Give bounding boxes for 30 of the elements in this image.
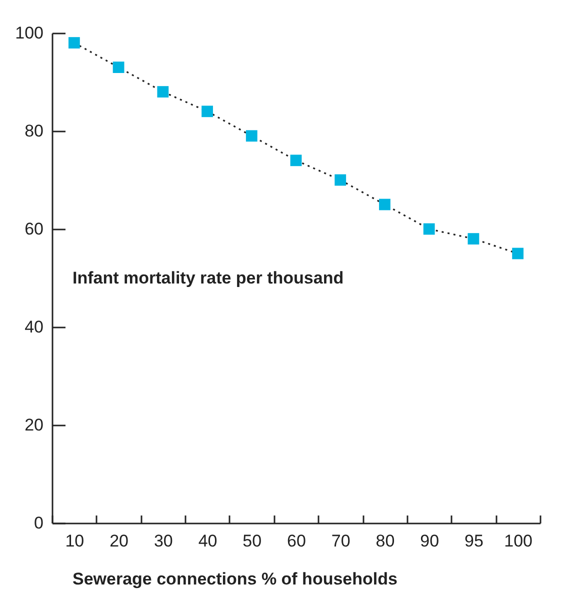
x-tick-label: 70 (331, 532, 350, 550)
point (423, 223, 435, 235)
point (202, 106, 213, 118)
x-tick-label: 20 (110, 532, 129, 550)
y-tick-label: 100 (15, 24, 44, 42)
x-tick-label: 30 (154, 532, 173, 550)
x-tick-label: 80 (376, 532, 395, 550)
y-axis-title: Infant mortality rate per thousand (72, 268, 344, 288)
x-tick-label: 95 (464, 532, 484, 550)
x-tick-label: 100 (504, 532, 533, 550)
point (512, 248, 524, 260)
point (334, 174, 346, 186)
point (112, 62, 124, 73)
y-tick-label: 0 (34, 514, 44, 532)
x-tick-label: 10 (65, 532, 84, 550)
point (290, 154, 302, 166)
x-tick-label: 90 (420, 532, 440, 550)
y-tick-label: 40 (24, 318, 44, 336)
point (157, 86, 169, 98)
y-tick-label: 20 (24, 416, 44, 434)
point (468, 233, 480, 244)
point (379, 198, 390, 210)
point (246, 130, 258, 142)
x-axis-title: Sewerage connections % of households (72, 570, 398, 588)
x-tick-label: 40 (198, 532, 218, 550)
y-tick-label: 80 (24, 122, 44, 140)
y-tick-label: 60 (24, 220, 44, 238)
x-tick-label: 60 (287, 532, 306, 550)
point (68, 37, 80, 48)
x-tick-label: 50 (242, 532, 262, 550)
